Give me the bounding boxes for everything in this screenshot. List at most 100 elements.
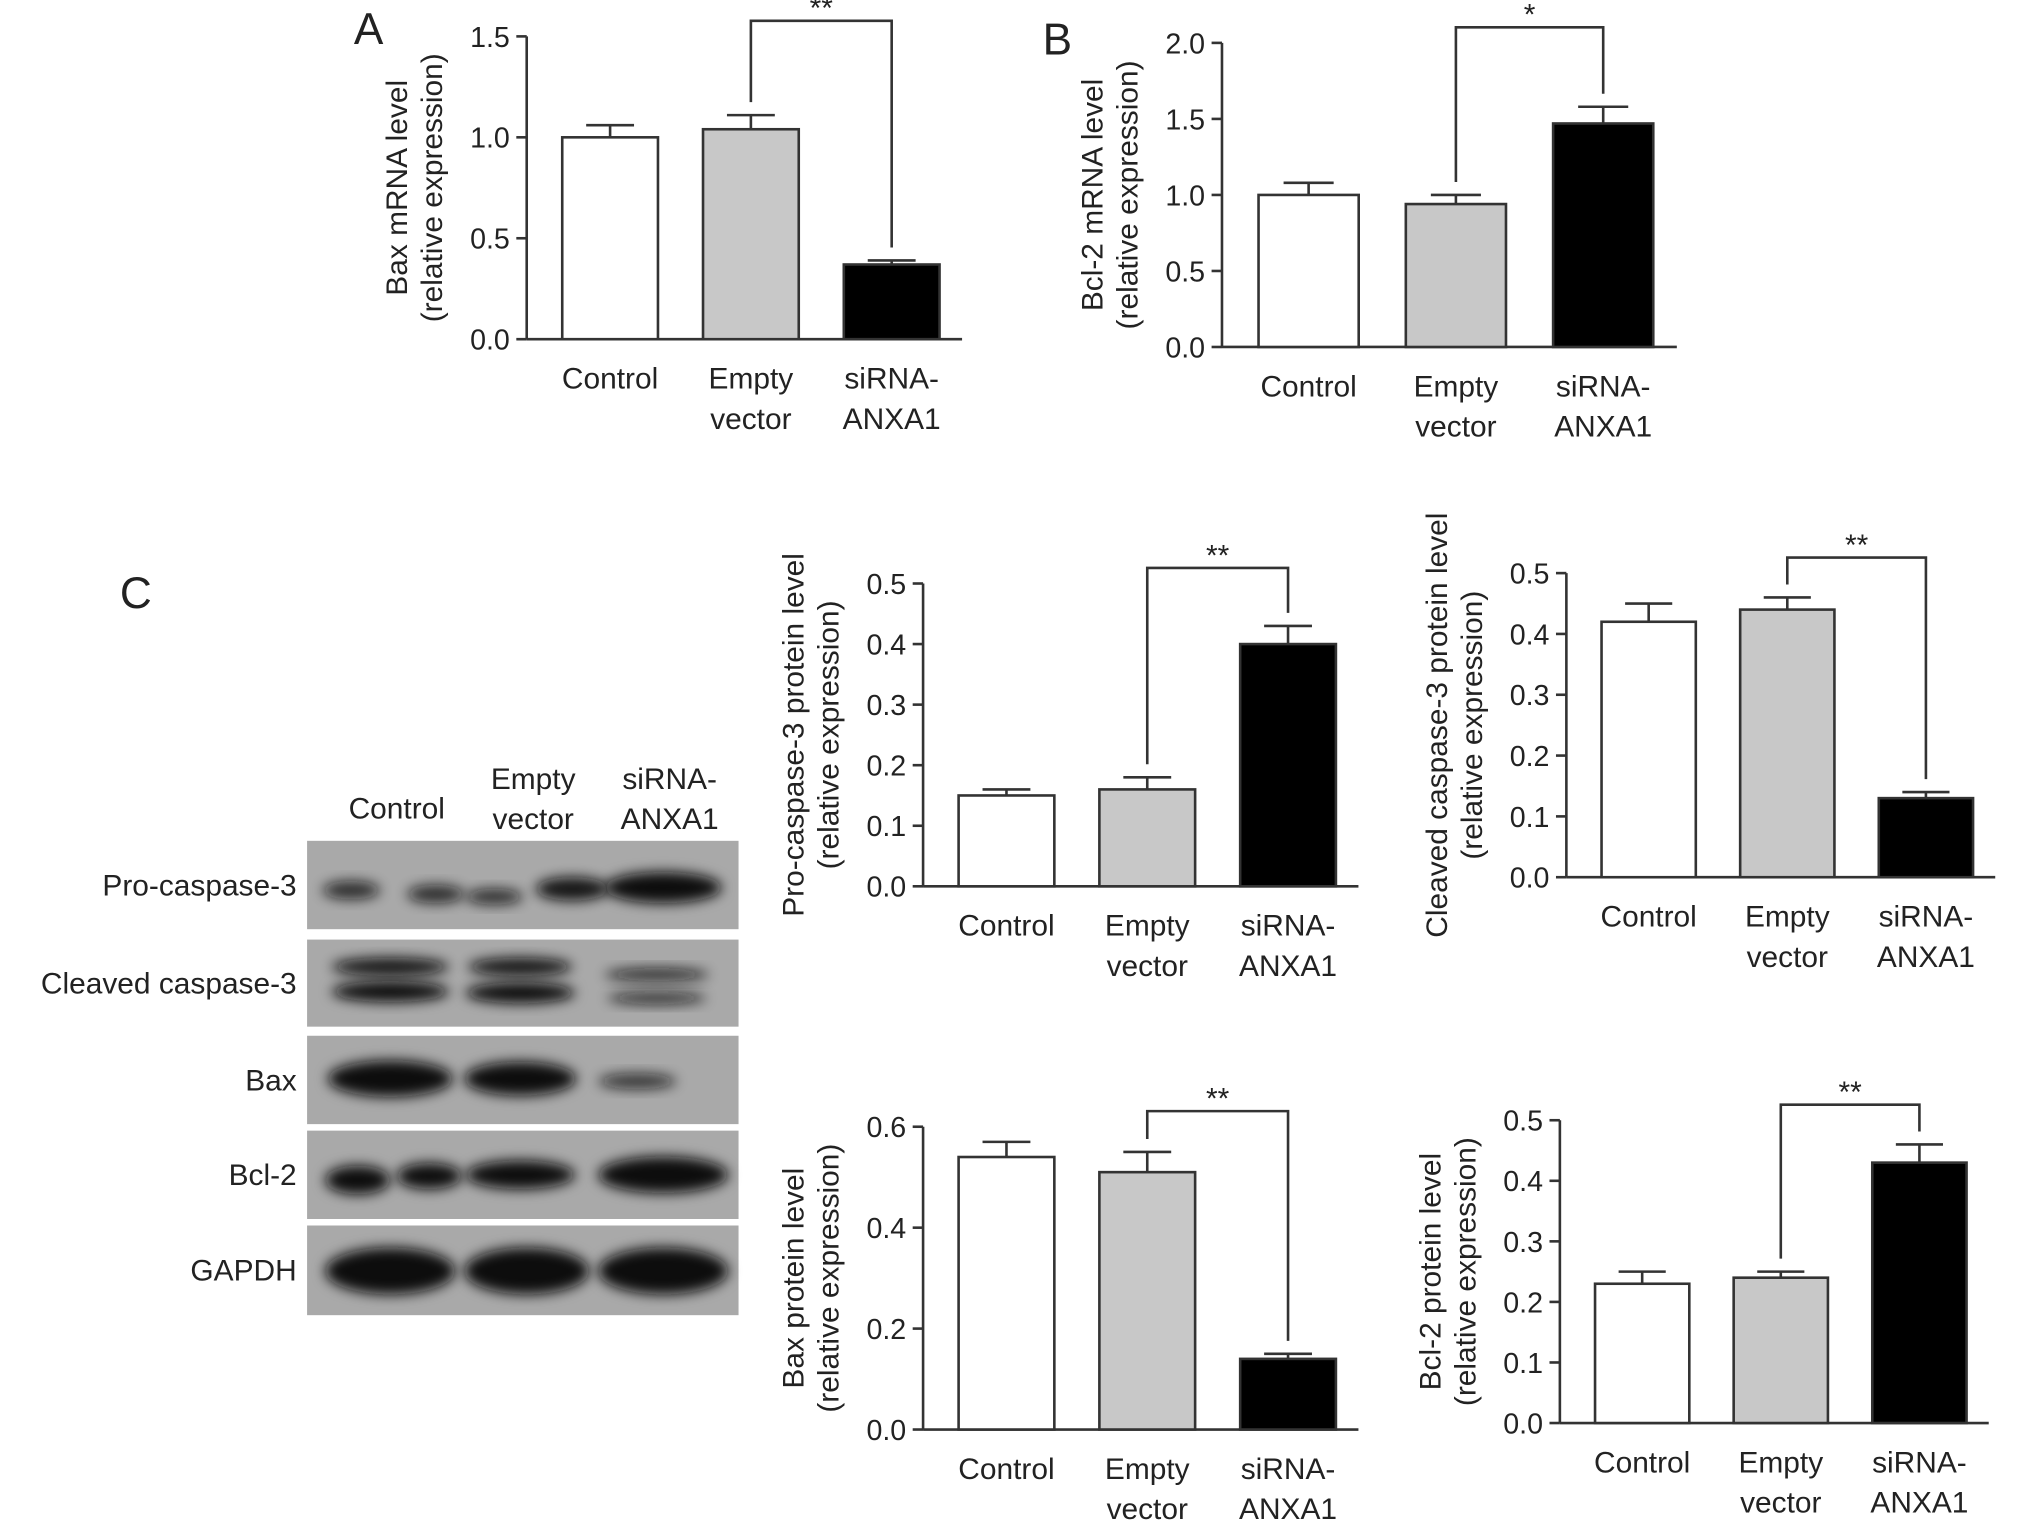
blot-band xyxy=(607,991,707,1005)
blot-band xyxy=(535,877,609,901)
blot-band xyxy=(604,968,709,982)
bar xyxy=(1593,1282,1691,1425)
x-tick-label: siRNA-ANXA1 xyxy=(1877,901,1975,974)
x-tick-label: Empty vector xyxy=(1105,910,1190,983)
significance-bracket xyxy=(1785,556,1928,780)
x-tick-label: Empty vector xyxy=(1414,370,1499,443)
y-axis-label: Bax protein level xyxy=(778,1168,811,1389)
x-tick-label: Control xyxy=(1260,370,1356,403)
y-tick-label: 0.0 xyxy=(1510,863,1550,895)
y-tick-label: 0.6 xyxy=(866,1112,906,1144)
blot-band xyxy=(604,872,722,904)
y-axis-label: Pro-caspase-3 protein level xyxy=(778,553,811,917)
y-tick-label: 0.5 xyxy=(866,569,906,601)
x-tick-label: Empty vector xyxy=(709,363,794,436)
blot-band xyxy=(407,885,465,904)
bar xyxy=(1404,202,1508,349)
y-tick-label: 0.0 xyxy=(470,325,510,357)
blot-band xyxy=(322,881,380,900)
y-tick-label: 0.0 xyxy=(866,1415,906,1447)
significance-label: * xyxy=(1524,0,1536,32)
blot-band xyxy=(327,1060,453,1097)
blot-band xyxy=(465,1160,575,1190)
x-tick-label: siRNA-ANXA1 xyxy=(843,363,941,436)
y-tick-label: 0.1 xyxy=(866,811,906,843)
blot-band xyxy=(598,1073,677,1090)
blot-band xyxy=(598,1156,729,1194)
y-axis-label: Bcl-2 mRNA level xyxy=(1076,79,1109,311)
y-tick-label: 1.0 xyxy=(1165,180,1205,212)
y-tick-label: 0.3 xyxy=(1510,680,1550,712)
x-tick-label: Control xyxy=(1601,901,1697,934)
x-tick-label: siRNA-ANXA1 xyxy=(1870,1446,1968,1519)
y-tick-label: 0.3 xyxy=(866,690,906,722)
y-axis-label: (relative expression) xyxy=(1112,60,1145,329)
y-tick-label: 0.1 xyxy=(1503,1348,1543,1380)
bar-chart: 0.0 0.5 1.0 1.5 2.0 Bcl-2 mRNA level (relative… xyxy=(1076,0,1677,444)
x-tick-label: siRNA-ANXA1 xyxy=(1554,370,1652,443)
significance-bracket xyxy=(1454,25,1605,182)
y-tick-label: 0.4 xyxy=(866,1213,906,1245)
panel-label: A xyxy=(354,5,384,54)
bar xyxy=(1877,796,1975,879)
y-tick-label: 1.5 xyxy=(1165,104,1205,136)
y-tick-label: 0.4 xyxy=(1503,1166,1543,1198)
bar xyxy=(842,263,941,341)
significance-label: ** xyxy=(1838,1076,1862,1109)
x-tick-label: Empty vector xyxy=(1745,901,1830,974)
blot-band xyxy=(331,981,449,1002)
y-axis-label: Bcl-2 protein level xyxy=(1414,1153,1447,1390)
significance-label: ** xyxy=(1206,539,1230,572)
bar xyxy=(1098,788,1197,888)
panel-label: B xyxy=(1043,16,1072,65)
y-axis-label: (relative expression) xyxy=(813,1144,846,1413)
bar-chart: 0.0 0.1 0.2 0.3 0.4 0.5 Cleaved caspase-3 prot… xyxy=(1421,513,1996,974)
y-tick-label: 0.1 xyxy=(1510,802,1550,834)
y-tick-label: 0.2 xyxy=(866,751,906,783)
x-tick-label: Empty vector xyxy=(1738,1446,1823,1519)
y-tick-label: 0.0 xyxy=(1503,1408,1543,1440)
blot-row-label: GAPDH xyxy=(190,1255,296,1288)
blot-band xyxy=(468,957,573,976)
y-tick-label: 0.5 xyxy=(470,224,510,256)
significance-bracket xyxy=(1779,1103,1921,1259)
bar xyxy=(1738,608,1836,879)
y-axis-label: Cleaved caspase-3 protein level xyxy=(1421,513,1454,938)
blot-band xyxy=(464,1061,577,1096)
y-axis-label: (relative expression) xyxy=(1449,1137,1482,1406)
bar xyxy=(701,127,801,341)
x-tick-label: Control xyxy=(1594,1446,1690,1479)
x-tick-label: siRNA-ANXA1 xyxy=(1239,910,1337,983)
blot-row-label: Cleaved caspase-3 xyxy=(41,968,297,1001)
y-tick-label: 0.0 xyxy=(866,872,906,904)
bar xyxy=(560,136,660,341)
bar xyxy=(957,1155,1056,1431)
blot-band xyxy=(325,1165,391,1195)
significance-bracket xyxy=(1145,1109,1290,1341)
significance-label: ** xyxy=(810,0,834,25)
significance-bracket xyxy=(1145,566,1290,765)
y-tick-label: 0.2 xyxy=(1510,741,1550,773)
y-axis-label: (relative expression) xyxy=(416,53,449,322)
significance-label: ** xyxy=(1845,529,1869,562)
bar-chart: 0.0 0.2 0.4 0.6 Bax protein level (relative e… xyxy=(778,1083,1359,1526)
bar xyxy=(1551,122,1655,349)
bar xyxy=(1238,642,1338,888)
x-tick-label: Empty vector xyxy=(1105,1453,1190,1526)
y-tick-label: 0.5 xyxy=(1503,1106,1543,1138)
blot-row-label: Bcl-2 xyxy=(229,1159,297,1192)
x-tick-label: Control xyxy=(562,363,658,396)
blot-row-label: Pro-caspase-3 xyxy=(102,869,296,902)
panel-label: C xyxy=(120,569,152,618)
blot-band xyxy=(396,1163,462,1190)
blot-band xyxy=(465,888,523,905)
significance-label: ** xyxy=(1206,1083,1230,1116)
x-tick-label: Control xyxy=(958,910,1054,943)
y-tick-label: 0.4 xyxy=(866,629,906,661)
blot-band xyxy=(325,1247,456,1295)
blot-band xyxy=(331,957,449,976)
blot-band xyxy=(464,1247,590,1295)
blot-band xyxy=(598,1247,729,1295)
